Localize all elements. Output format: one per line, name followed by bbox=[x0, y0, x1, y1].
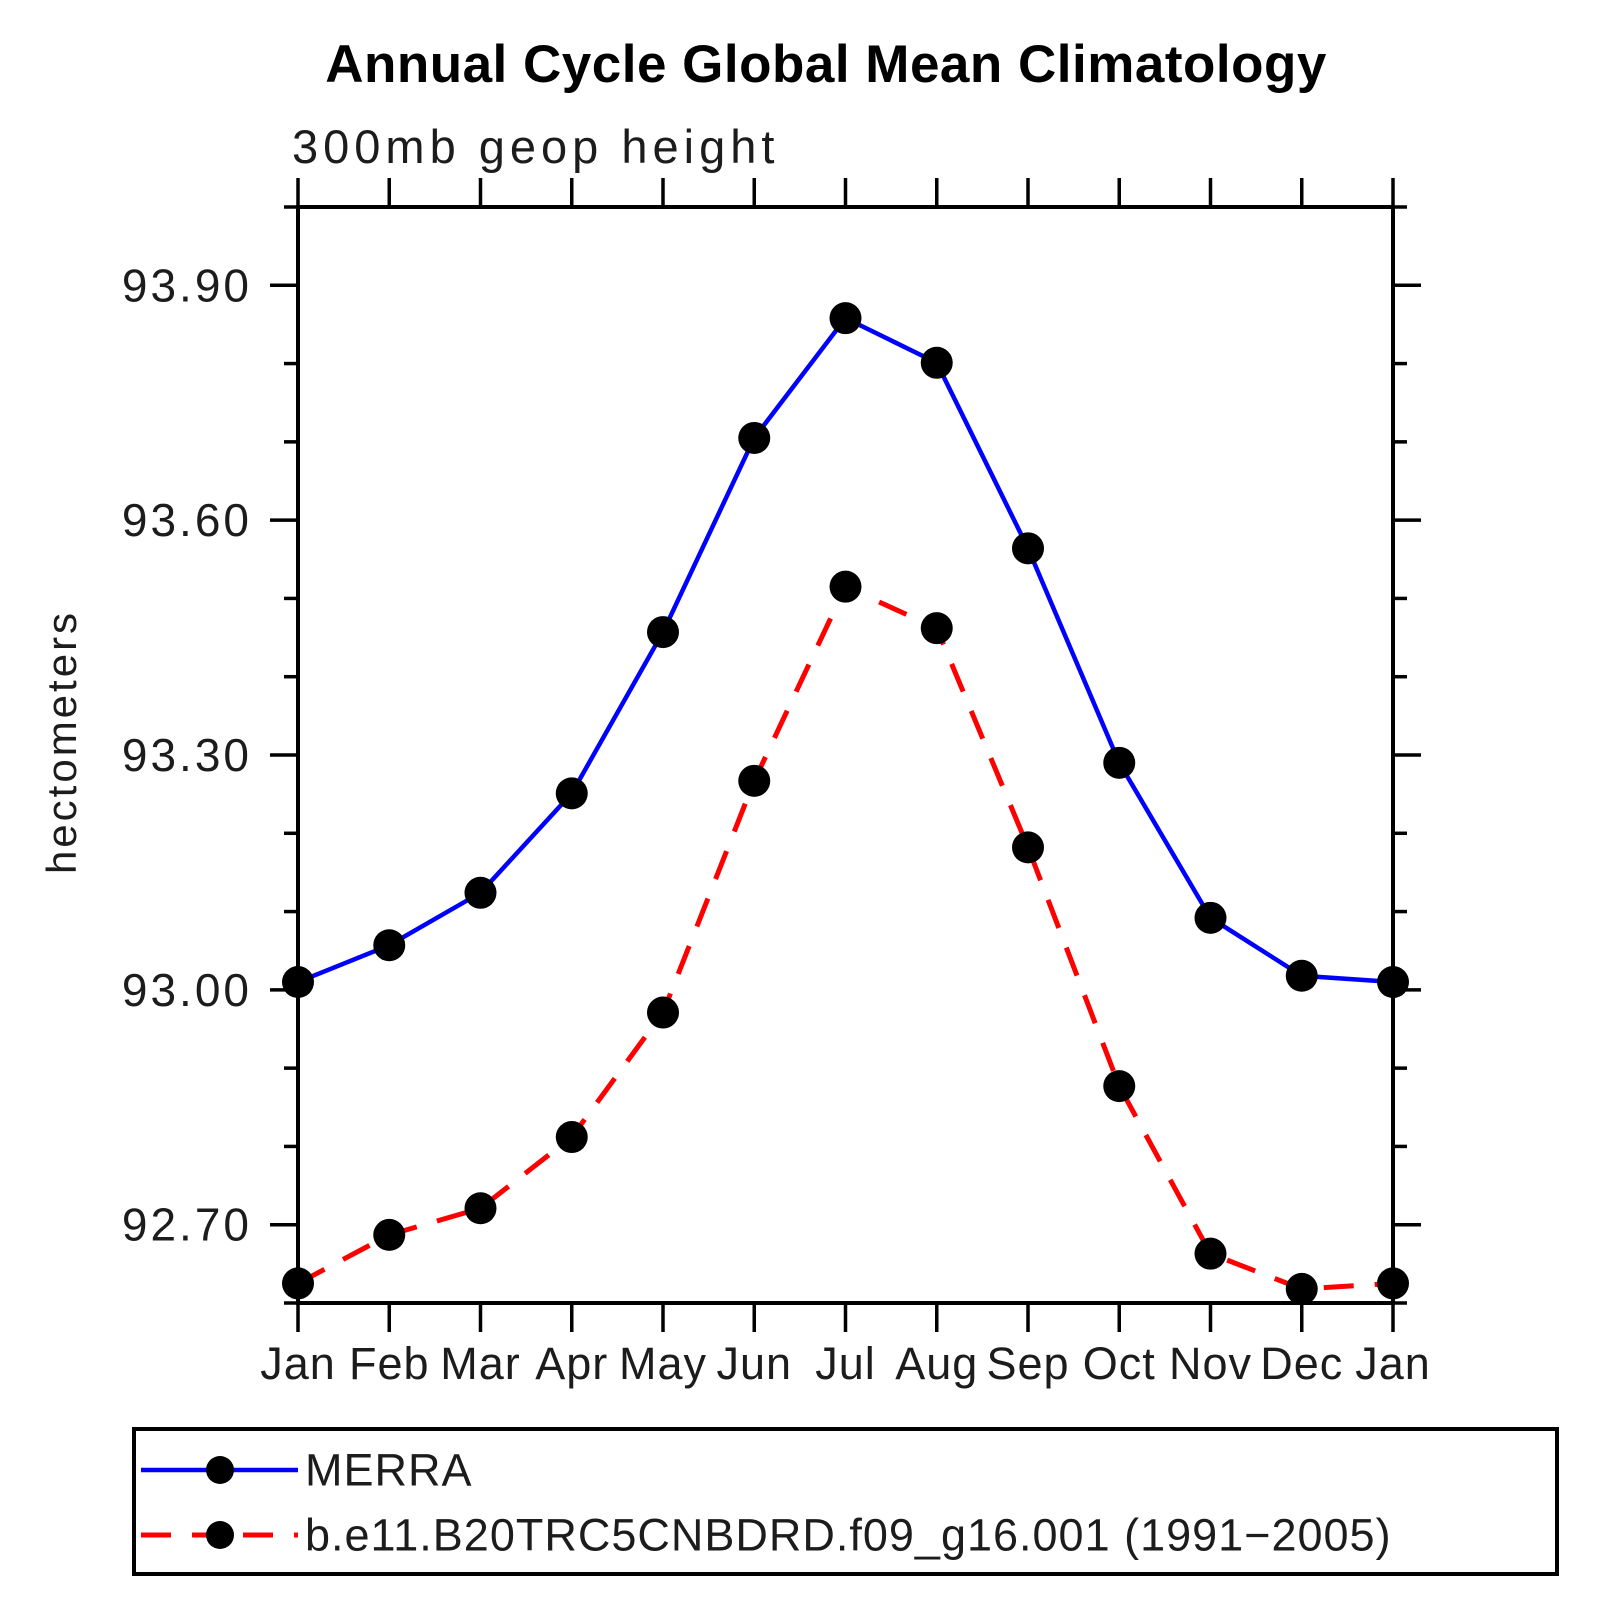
data-point bbox=[1194, 1237, 1227, 1270]
y-tick-label: 93.60 bbox=[122, 494, 252, 546]
data-point bbox=[282, 966, 314, 999]
data-point bbox=[555, 777, 588, 810]
x-tick-label: Jul bbox=[815, 1338, 876, 1389]
x-tick-labels: Jan Feb Mar Apr May Jun Jul Aug Sep Oct Nov Dec Jan bbox=[260, 1338, 1431, 1389]
x-tick-label: Sep bbox=[986, 1338, 1069, 1389]
axis-ticks bbox=[270, 178, 1421, 1332]
data-point bbox=[920, 346, 953, 379]
series-line-0 bbox=[297, 315, 1394, 985]
x-tick-label: Apr bbox=[535, 1338, 608, 1389]
x-tick-label: Feb bbox=[349, 1338, 430, 1389]
plot-frame bbox=[296, 205, 1395, 1305]
data-point bbox=[1103, 1070, 1136, 1103]
data-point bbox=[282, 1267, 314, 1300]
data-point bbox=[1377, 966, 1409, 999]
x-tick-label: Jun bbox=[716, 1338, 792, 1389]
data-point bbox=[1194, 901, 1227, 934]
data-point bbox=[1285, 1272, 1318, 1305]
data-point bbox=[829, 302, 862, 335]
data-point bbox=[464, 1192, 497, 1225]
legend: MERRA b.e11.B20TRC5CNBDRD.f09_g16.001 (19… bbox=[141, 1445, 1392, 1561]
data-point bbox=[373, 1218, 406, 1251]
x-tick-label: Mar bbox=[440, 1338, 521, 1389]
legend-item: MERRA bbox=[141, 1445, 473, 1496]
data-point bbox=[555, 1121, 588, 1154]
data-point bbox=[1103, 746, 1136, 779]
x-tick-label: Nov bbox=[1169, 1338, 1252, 1389]
data-point bbox=[647, 616, 679, 649]
y-axis-title: hectometers bbox=[38, 610, 85, 874]
legend-box bbox=[132, 1427, 1559, 1576]
x-tick-label: Dec bbox=[1260, 1338, 1343, 1389]
series-line-1 bbox=[296, 583, 1394, 1292]
data-point bbox=[1012, 831, 1044, 864]
x-tick-label: Jan bbox=[1355, 1338, 1431, 1389]
data-point bbox=[738, 764, 771, 797]
x-tick-label: Jan bbox=[260, 1338, 336, 1389]
y-tick-label: 93.90 bbox=[122, 259, 252, 311]
y-tick-label: 93.00 bbox=[122, 964, 252, 1016]
legend-marker bbox=[206, 1456, 234, 1484]
data-point bbox=[1377, 1267, 1409, 1300]
x-tick-label: Oct bbox=[1083, 1338, 1156, 1389]
chart-subtitle: 300mb geop height bbox=[292, 120, 779, 173]
legend-marker bbox=[206, 1521, 234, 1549]
y-tick-labels: 92.70 93.00 93.30 93.60 93.90 bbox=[122, 259, 252, 1251]
data-point bbox=[738, 421, 771, 454]
series-plot bbox=[282, 302, 1409, 1305]
data-point bbox=[1285, 959, 1318, 992]
data-point bbox=[920, 612, 953, 645]
legend-label: b.e11.B20TRC5CNBDRD.f09_g16.001 (1991−20… bbox=[305, 1510, 1392, 1561]
y-tick-label: 92.70 bbox=[122, 1199, 252, 1251]
data-point bbox=[464, 876, 497, 909]
data-point bbox=[647, 996, 679, 1029]
x-tick-label: May bbox=[619, 1338, 707, 1389]
y-tick-label: 93.30 bbox=[122, 729, 252, 781]
data-point bbox=[829, 570, 862, 603]
x-tick-label: Aug bbox=[895, 1338, 978, 1389]
data-point bbox=[373, 929, 406, 962]
legend-label: MERRA bbox=[305, 1445, 473, 1496]
legend-item: b.e11.B20TRC5CNBDRD.f09_g16.001 (1991−20… bbox=[141, 1510, 1392, 1561]
chart-title: Annual Cycle Global Mean Climatology bbox=[325, 35, 1327, 94]
data-point bbox=[1012, 532, 1044, 565]
